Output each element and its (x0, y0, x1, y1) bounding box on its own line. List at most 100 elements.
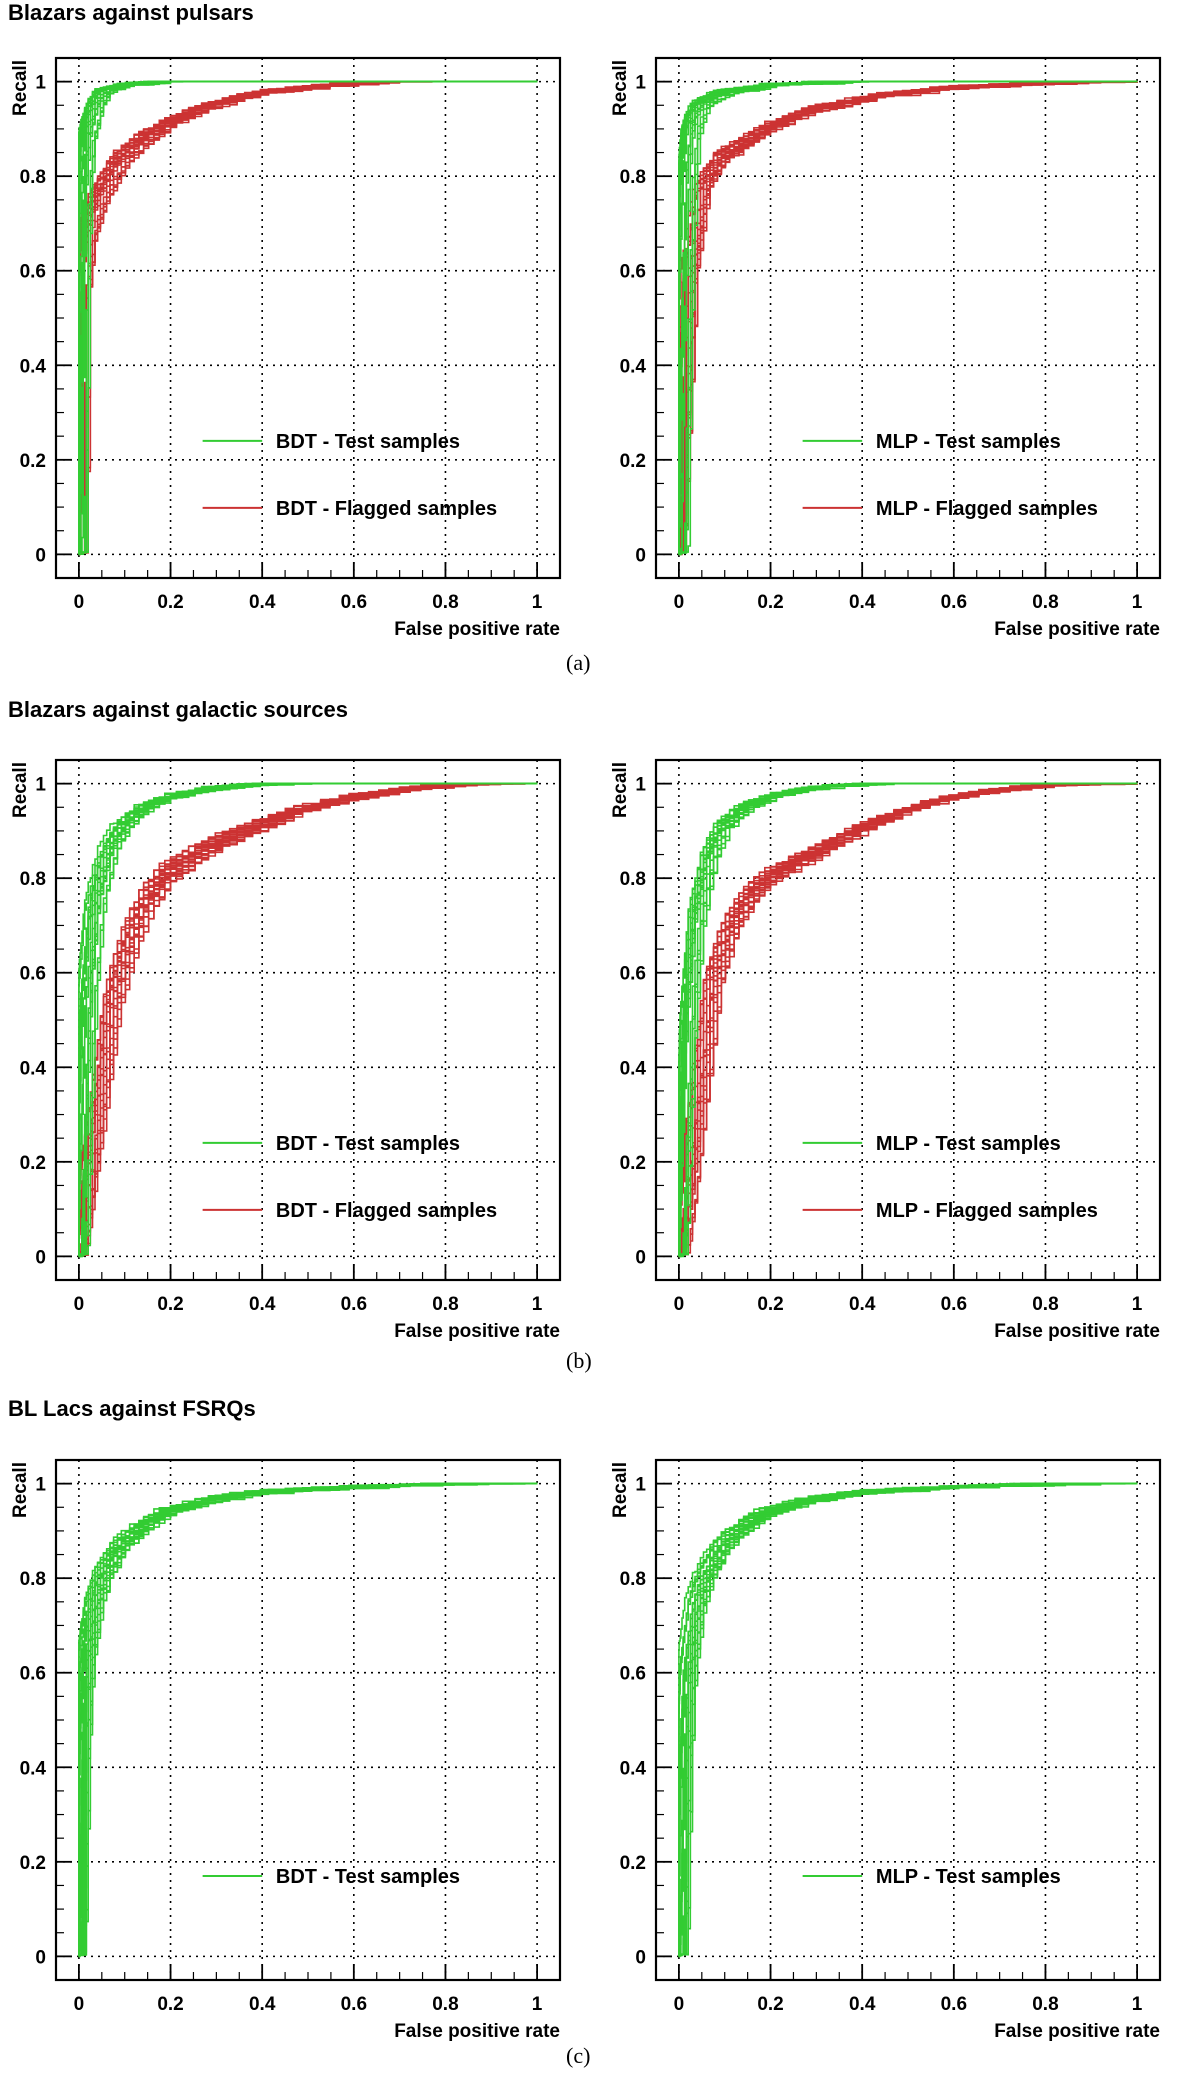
curve-1-21 (78, 80, 538, 555)
curve-1-19 (678, 782, 1138, 1257)
curves (78, 782, 538, 1258)
curve-1-9 (678, 80, 1138, 556)
curve-0-14 (78, 80, 538, 556)
curve-0-10 (78, 80, 538, 556)
curve-1-4 (78, 782, 538, 1258)
curve-0-18 (678, 80, 1138, 555)
caption-a: (a) (566, 650, 591, 675)
curve-1-18 (678, 782, 1138, 1258)
x-axis-label: False positive rate (394, 619, 560, 640)
y-tick-label: 1 (635, 775, 646, 796)
curve-0-16 (78, 80, 538, 555)
y-tick-label: 0.6 (620, 964, 646, 985)
curve-1-11 (678, 782, 1138, 1257)
legend-label: BDT - Flagged samples (276, 1200, 497, 1222)
legend-label: MLP - Test samples (876, 1866, 1061, 1888)
y-tick-label: 0.8 (620, 869, 646, 890)
curve-1-10 (678, 80, 1138, 555)
curve-1-7 (678, 80, 1138, 555)
curve-1-14 (678, 81, 1138, 555)
curve-0-6 (678, 80, 1138, 555)
axes: 0 0 0.2 0.2 0.4 0.4 0.6 0.6 0.8 0.8 1 1 (20, 775, 543, 1315)
curve-0-7 (678, 80, 1138, 555)
curve-1-18 (678, 81, 1138, 556)
x-tick-label: 0.2 (157, 592, 183, 613)
curve-0-15 (678, 80, 1138, 555)
curves (678, 1482, 1138, 1958)
curve-1-12 (78, 782, 538, 1257)
curve-1-13 (78, 80, 538, 556)
x-tick-label: 0.4 (849, 592, 876, 613)
curve-0-4 (678, 80, 1138, 555)
curve-1-0 (678, 80, 1138, 556)
curve-0-14 (78, 782, 538, 1257)
y-tick-label: 0.8 (20, 1569, 46, 1590)
curve-1-16 (678, 80, 1138, 556)
y-axis-label: Recall (610, 1462, 631, 1518)
x-tick-label: 0.8 (1032, 592, 1058, 613)
curve-0-8 (678, 782, 1138, 1257)
x-tick-label: 0 (74, 1994, 85, 2015)
x-tick-label: 1 (1132, 592, 1143, 613)
section-title-c: BL Lacs against FSRQs (8, 1396, 256, 1421)
legend-label: MLP - Test samples (876, 431, 1061, 453)
curve-0-8 (78, 782, 538, 1258)
series-1 (78, 80, 538, 556)
curve-0-8 (78, 80, 538, 555)
x-tick-label: 0.6 (341, 592, 367, 613)
series-0 (678, 80, 1138, 556)
curve-1-7 (678, 782, 1138, 1258)
series-1 (678, 782, 1138, 1258)
curve-0-19 (78, 80, 538, 555)
y-tick-label: 0 (635, 1247, 646, 1268)
curve-0-4 (78, 80, 538, 555)
x-axis-label: False positive rate (394, 2021, 560, 2042)
y-tick-label: 0.4 (620, 1758, 647, 1779)
curve-1-6 (78, 782, 538, 1257)
y-tick-label: 0.6 (620, 1664, 646, 1685)
curve-0-18 (678, 782, 1138, 1258)
curve-0-4 (678, 782, 1138, 1258)
curve-1-10 (78, 782, 538, 1257)
curve-0-13 (78, 80, 538, 555)
x-axis-label: False positive rate (394, 1321, 560, 1342)
curve-1-2 (78, 80, 538, 555)
curve-0-1 (678, 80, 1138, 556)
curve-1-17 (78, 782, 538, 1257)
series-1 (678, 80, 1138, 556)
curve-1-13 (78, 782, 538, 1257)
x-tick-label: 0.8 (432, 592, 458, 613)
curve-0-4 (78, 782, 538, 1257)
legend-label: MLP - Flagged samples (876, 1200, 1098, 1222)
curve-1-15 (678, 782, 1138, 1258)
y-tick-label: 0.6 (20, 964, 46, 985)
curve-1-6 (678, 80, 1138, 555)
curve-0-9 (78, 782, 538, 1257)
y-tick-label: 0.6 (20, 262, 46, 283)
curve-1-17 (678, 782, 1138, 1257)
y-tick-label: 0.8 (20, 869, 46, 890)
legend-label: BDT - Test samples (276, 431, 460, 453)
curve-0-2 (678, 80, 1138, 555)
curve-0-3 (678, 80, 1138, 555)
curve-0-1 (78, 80, 538, 555)
y-tick-label: 1 (635, 73, 646, 94)
curve-0-2 (78, 782, 538, 1258)
curve-0-21 (78, 80, 538, 555)
x-tick-label: 0.8 (1032, 1294, 1058, 1315)
curve-1-2 (678, 782, 1138, 1257)
curve-0-14 (678, 80, 1138, 555)
curve-1-12 (78, 80, 538, 556)
curve-1-16 (78, 782, 538, 1257)
curve-0-20 (678, 782, 1138, 1257)
x-tick-label: 0.4 (249, 592, 276, 613)
curve-1-1 (78, 80, 538, 555)
curve-0-15 (78, 782, 538, 1257)
y-tick-label: 0 (35, 545, 46, 566)
curve-1-9 (678, 782, 1138, 1257)
curve-0-10 (678, 782, 1138, 1257)
x-tick-label: 0 (674, 1994, 685, 2015)
curve-0-10 (678, 80, 1138, 555)
axes: 0 0 0.2 0.2 0.4 0.4 0.6 0.6 0.8 0.8 1 1 (620, 73, 1143, 613)
curve-0-11 (678, 782, 1138, 1257)
